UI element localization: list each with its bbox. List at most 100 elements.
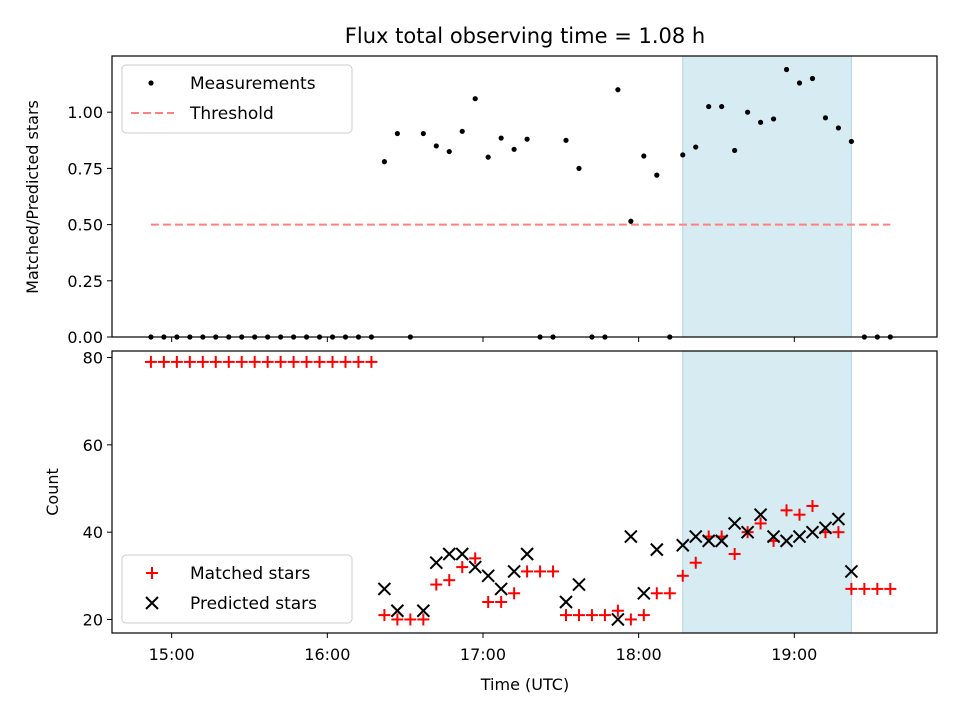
measurement-point: [732, 147, 738, 154]
predicted-star-point: [818, 521, 833, 535]
predicted-star-point: [429, 556, 443, 570]
predicted-star-point: [494, 582, 508, 596]
matched-star-point: [313, 355, 326, 368]
matched-star-point: [482, 596, 495, 609]
predicted-star-point: [559, 595, 573, 609]
measurement-point: [822, 115, 829, 121]
matched-star-point: [391, 613, 404, 626]
legend-measurements-marker: [148, 80, 154, 86]
predicted-star-point: [377, 582, 392, 596]
matched-star-point: [495, 596, 508, 609]
bottom-y-tick-label: 80: [83, 349, 103, 368]
matched-star-point: [170, 355, 183, 368]
predicted-star-point: [805, 525, 820, 539]
predicted-star-point: [611, 612, 625, 627]
measurement-point: [809, 75, 816, 82]
matched-star-point: [157, 355, 170, 368]
measurement-point: [706, 103, 712, 110]
bottom-y-ticks: 20 40 60 80: [83, 349, 112, 629]
bottom-y-tick-label: 40: [83, 523, 103, 542]
matched-star-point: [183, 355, 196, 368]
bottom-x-ticks: 15:00 16:00 17:00 18:00 19:00: [149, 633, 817, 664]
matched-star-point: [209, 355, 222, 368]
predicted-star-point: [455, 547, 469, 561]
predicted-star-point: [442, 547, 456, 561]
bottom-legend-box: [121, 554, 353, 624]
predicted-star-point: [831, 512, 846, 526]
x-tick-label: 16:00: [304, 645, 350, 664]
x-axis-label: Time (UTC): [480, 675, 569, 694]
x-tick-label: 18:00: [616, 645, 662, 664]
matched-star-point: [780, 504, 793, 517]
top-legend-box: [121, 64, 353, 134]
matched-star-point: [871, 582, 884, 595]
bottom-y-axis-label: Count: [43, 468, 62, 516]
top-y-tick-label: 0.75: [67, 159, 103, 178]
matched-star-point: [144, 355, 157, 368]
legend-measurements-label: Measurements: [190, 74, 316, 94]
top-y-axis-label: Matched/Predicted stars: [23, 100, 42, 294]
matched-star-point: [534, 565, 547, 578]
matched-star-point: [222, 355, 235, 368]
measurement-point: [628, 218, 634, 224]
top-panel-span: [682, 55, 852, 338]
measurement-point: [485, 154, 491, 160]
top-y-ticks: 0.00 0.25 0.50 0.75 1.00: [67, 103, 112, 347]
matched-star-point: [469, 552, 482, 565]
matched-star-point: [832, 526, 845, 539]
x-tick-label: 19:00: [771, 645, 817, 664]
top-legend: Measurements Threshold: [121, 64, 353, 134]
matched-star-point: [274, 355, 287, 368]
measurement-point: [381, 159, 388, 165]
predicted-star-point: [714, 534, 729, 548]
matched-star-point: [456, 561, 469, 574]
matched-star-point: [443, 574, 456, 587]
matched-star-point: [261, 355, 274, 368]
top-y-tick-label: 0.25: [67, 272, 103, 291]
legend-predicted-label: Predicted stars: [190, 594, 317, 614]
top-marks: [148, 66, 893, 340]
measurement-point: [394, 130, 400, 137]
matched-star-point: [572, 609, 585, 622]
matched-star-point: [637, 609, 650, 622]
top-y-tick-label: 0.50: [67, 216, 103, 235]
predicted-star-point: [676, 538, 690, 552]
predicted-star-point: [481, 569, 495, 583]
measurement-point: [783, 66, 790, 73]
matched-star-point: [378, 609, 391, 622]
matched-star-point: [404, 613, 417, 626]
bottom-y-tick-label: 60: [83, 436, 103, 455]
measurement-point: [757, 119, 764, 125]
legend-threshold-label: Threshold: [189, 104, 274, 124]
matched-star-point: [248, 355, 261, 368]
matched-star-point: [624, 613, 637, 626]
measurement-point: [719, 103, 725, 110]
matched-star-point: [339, 355, 352, 368]
bottom-panel-frame: [111, 350, 938, 634]
measurement-point: [745, 109, 751, 115]
measurement-point: [680, 152, 686, 158]
matched-star-point: [598, 609, 611, 622]
matched-star-point: [508, 587, 521, 600]
measurement-point: [472, 96, 478, 102]
measurement-point: [641, 153, 647, 159]
predicted-star-point: [844, 564, 859, 579]
measurement-point: [459, 128, 465, 134]
predicted-star-point: [507, 564, 521, 579]
legend-matched-marker: [146, 567, 158, 579]
matched-star-point: [754, 517, 767, 530]
measurement-point: [770, 116, 777, 122]
top-y-tick-label: 0.00: [67, 328, 103, 347]
measurement-point: [693, 144, 699, 150]
legend-predicted-marker: [145, 596, 159, 610]
bottom-panel: 20 40 60 80 15:00 16:00 17:00 18:00 19:00 Count…: [43, 349, 938, 694]
matched-star-point: [663, 587, 676, 600]
predicted-star-point: [624, 529, 638, 544]
matched-star-point: [676, 569, 689, 582]
top-x-ticks: [171, 337, 795, 342]
matched-star-point: [287, 355, 300, 368]
top-panel: 0.00 0.25 0.50 0.75 1.00 Matched/Predicted s…: [23, 55, 938, 347]
matched-star-point: [650, 587, 663, 600]
bottom-legend: Matched stars Predicted stars: [121, 554, 353, 624]
